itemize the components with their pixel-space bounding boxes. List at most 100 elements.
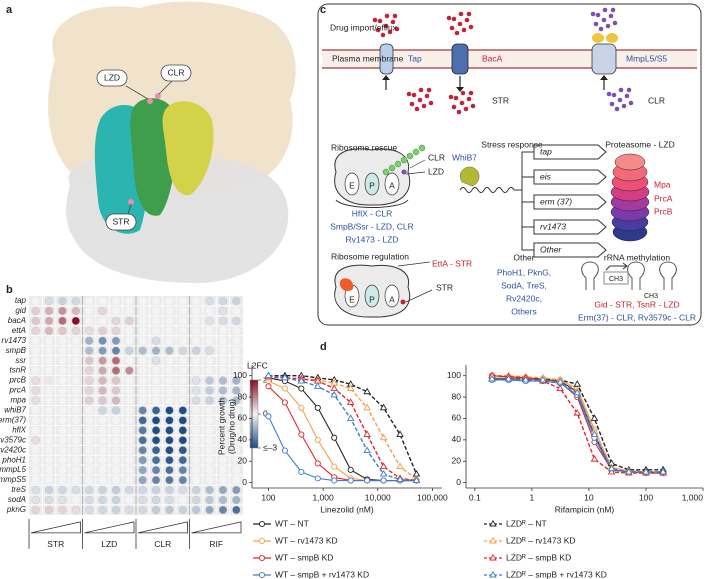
x-tick-label: 0.1 [469, 492, 481, 502]
heat-dot [165, 297, 174, 305]
marker [331, 477, 338, 484]
heat-dot [192, 326, 201, 335]
drug-molecule [426, 87, 432, 93]
methyl-label: CH3 [609, 276, 623, 283]
drug-molecule [624, 93, 630, 99]
component-label: PrcB [654, 206, 673, 216]
drug-molecule [628, 100, 634, 106]
heat-dot [232, 476, 241, 484]
marker [556, 384, 564, 391]
heat-dot [85, 386, 94, 395]
legend-label: LZDᴿ – NT [506, 518, 547, 528]
drug-molecule [414, 106, 420, 112]
legend-marker [258, 520, 266, 528]
gene-label: rv1473 [540, 221, 566, 231]
heat-dot [178, 505, 187, 515]
heat-dot [219, 446, 227, 455]
heat-dot [85, 505, 94, 515]
heat-dot [219, 476, 227, 484]
heat-dot [138, 416, 147, 425]
heat-dot [232, 485, 241, 495]
ribosome-icon [334, 261, 433, 318]
heat-dot [98, 336, 107, 345]
heat-dot [192, 476, 201, 484]
heat-dot [98, 476, 107, 484]
marker [573, 388, 582, 396]
marker [330, 390, 339, 398]
heat-dot [71, 426, 80, 435]
marker [521, 375, 530, 383]
heat-dot [178, 436, 187, 445]
group-label: RIF [209, 539, 223, 549]
heat-dot [218, 396, 228, 405]
heat-dot [98, 456, 107, 465]
heat-dot [111, 366, 121, 375]
heat-dot [85, 307, 94, 315]
drug-molecule [372, 17, 378, 23]
heat-dot [112, 456, 120, 465]
heat-dot [125, 297, 134, 305]
heat-dot [165, 416, 174, 425]
row-label: rv3579c [0, 435, 26, 444]
heat-dot [192, 426, 201, 435]
drug-molecule [457, 21, 463, 27]
x-tick-label: 10 [584, 492, 594, 502]
drug-molecule [468, 24, 474, 30]
drug-molecule [464, 17, 470, 23]
site-label: E [349, 294, 355, 304]
heat-dot [152, 366, 160, 375]
heat-dot [178, 297, 187, 305]
drug-molecule [621, 103, 627, 109]
heat-dot [192, 485, 201, 495]
drug-molecule [421, 103, 427, 109]
marker [379, 469, 388, 477]
membrane [322, 33, 697, 92]
drug-label: LZD [104, 72, 120, 82]
heat-dot [152, 326, 160, 335]
heat-dot [165, 307, 174, 315]
gene-label: eis [540, 171, 552, 181]
heat-dot [232, 326, 241, 335]
marker [556, 378, 564, 385]
heat-dot [125, 406, 134, 415]
heat-dot [111, 396, 121, 405]
heat-dot [31, 336, 40, 345]
heat-dot [138, 446, 147, 455]
heat-dot [111, 336, 121, 345]
heat-dot [205, 316, 214, 325]
heat-dot [178, 485, 187, 495]
row-label: tap [15, 296, 27, 305]
heat-dot [71, 396, 80, 405]
series-line [268, 375, 417, 482]
drug-label: CLR [428, 152, 445, 162]
heat-dot [125, 386, 134, 395]
heat-dot [165, 505, 174, 515]
marker [396, 462, 404, 470]
marker [642, 467, 650, 475]
heat-dot [31, 297, 40, 305]
section-title: Proteasome - LZD [605, 139, 674, 149]
legend-marker [489, 536, 497, 544]
heat-dot [111, 316, 121, 325]
heat-dot [151, 446, 161, 455]
heat-dot [98, 306, 107, 316]
heat-dot [45, 446, 53, 455]
heat-dot [138, 356, 147, 365]
y-tick-label: 60 [238, 413, 248, 423]
heat-dot [232, 505, 241, 515]
row-label: mpa [10, 396, 26, 405]
heat-dot [138, 336, 147, 345]
section-title: rRNA methylation [604, 252, 670, 262]
drug-molecule [380, 32, 386, 38]
marker [314, 475, 321, 482]
gene-label: Other [540, 244, 562, 254]
heat-dot [219, 466, 227, 475]
heat-dot [71, 456, 80, 465]
heat-dot [111, 505, 121, 515]
heat-dot [232, 336, 241, 345]
drug-molecule [446, 15, 452, 21]
heat-dot [205, 326, 214, 335]
heat-dot [232, 296, 241, 306]
heat-dot [85, 436, 94, 445]
y-tick-label: 40 [238, 434, 248, 444]
